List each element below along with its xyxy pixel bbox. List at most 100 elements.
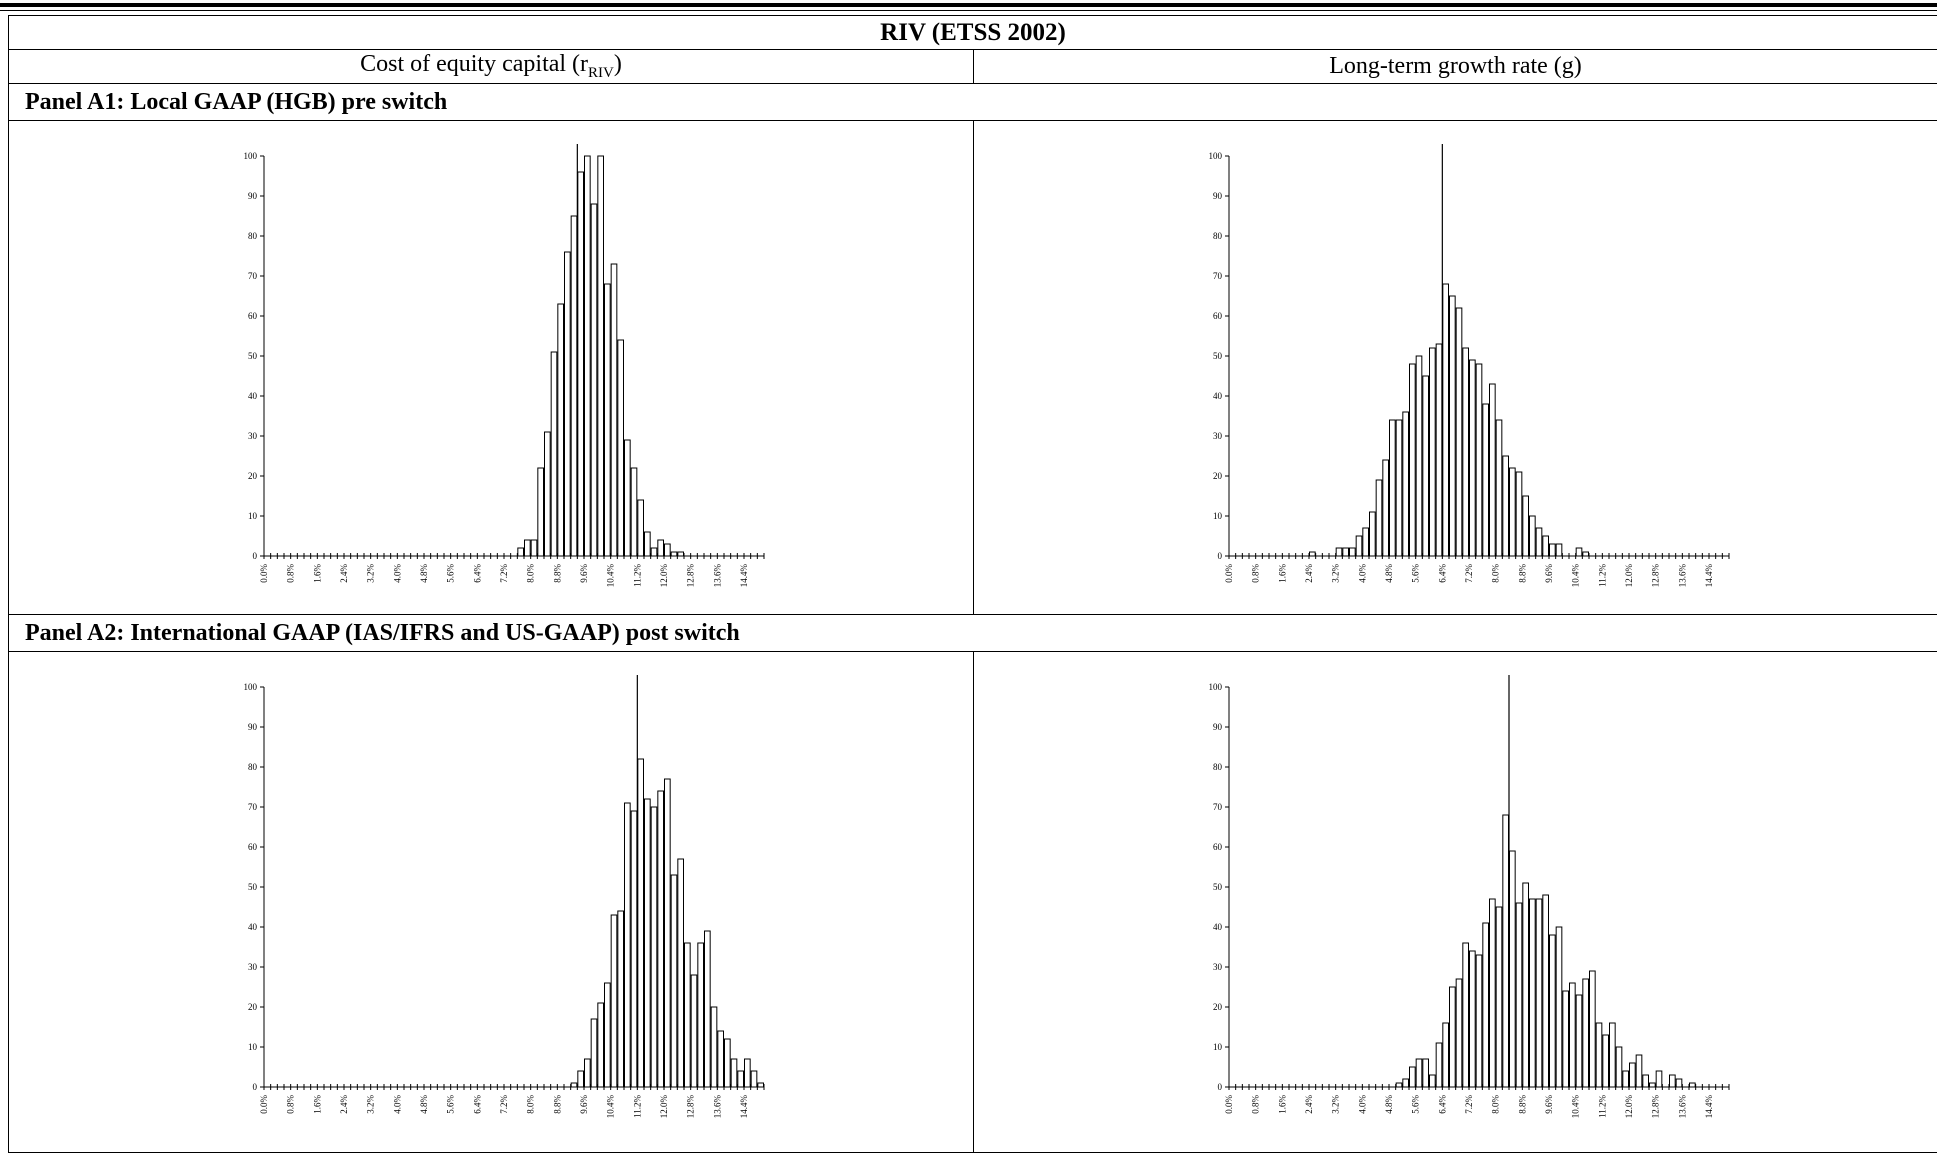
histogram-bar	[1475, 954, 1483, 1088]
x-tick-label: 0.0%	[1224, 564, 1234, 583]
y-tick-label: 30	[1213, 431, 1223, 441]
y-tick-label: 60	[1213, 842, 1223, 852]
histogram-bar	[744, 1058, 751, 1088]
histogram-bar	[1555, 926, 1563, 1088]
x-tick-label: 14.4%	[739, 1095, 749, 1119]
x-tick-label: 4.0%	[392, 1095, 402, 1114]
y-tick-label: 10	[1213, 1042, 1223, 1052]
histogram-bar	[1355, 535, 1363, 557]
y-tick-label: 90	[1213, 722, 1223, 732]
histogram-bar	[1495, 906, 1503, 1088]
histogram-bar	[1422, 1058, 1430, 1088]
x-tick-label: 2.4%	[339, 1095, 349, 1114]
column-header-subscript: RIV	[588, 64, 614, 81]
column-header-close-paren: )	[613, 51, 622, 78]
y-tick-label: 50	[248, 351, 258, 361]
x-tick-label: 11.2%	[1597, 1095, 1607, 1118]
histogram-bar	[1442, 1022, 1450, 1088]
y-tick-label: 100	[1209, 682, 1223, 692]
y-tick-label: 50	[248, 882, 258, 892]
x-tick-label: 5.6%	[1411, 1095, 1421, 1114]
x-tick-label: 12.0%	[659, 1095, 669, 1119]
histogram-bar	[1415, 1058, 1423, 1088]
x-tick-label: 9.6%	[1544, 564, 1554, 583]
results-table: RIV (ETSS 2002) Cost of equity capital (…	[7, 15, 1937, 1153]
histogram-bar	[610, 263, 618, 557]
x-tick-label: 0.0%	[259, 564, 269, 583]
x-tick-label: 8.8%	[1517, 1095, 1527, 1114]
histogram-bar	[1582, 978, 1589, 1088]
y-tick-label: 60	[248, 311, 258, 321]
histogram-bar	[1449, 295, 1456, 557]
histogram-bar	[1389, 419, 1396, 557]
top-double-rule	[0, 3, 1937, 7]
histogram-bar	[1435, 1042, 1443, 1088]
histogram-bar	[1482, 922, 1490, 1088]
histogram-bar	[664, 543, 671, 557]
histogram-bar	[1489, 898, 1496, 1088]
y-tick-label: 10	[1213, 511, 1223, 521]
histogram-bar	[1422, 375, 1430, 557]
x-tick-label: 6.4%	[472, 1095, 482, 1114]
histogram-bar	[657, 790, 664, 1088]
y-tick-label: 50	[1213, 351, 1223, 361]
histogram-bar	[664, 778, 671, 1088]
column-header-growth-rate: Long-term growth rate (g)	[972, 49, 1937, 84]
histogram-bar	[597, 1002, 604, 1088]
x-tick-label: 6.4%	[472, 564, 482, 583]
x-tick-label: 6.4%	[1437, 1095, 1447, 1114]
x-tick-label: 14.4%	[1704, 564, 1714, 588]
histogram-bar	[704, 930, 711, 1088]
x-tick-label: 4.0%	[392, 564, 402, 583]
histogram-bar	[1349, 547, 1356, 557]
histogram-bar	[630, 810, 638, 1088]
y-tick-label: 70	[248, 802, 258, 812]
y-tick-label: 80	[1213, 762, 1223, 772]
histogram-bar	[1402, 411, 1410, 557]
histogram-bar	[750, 1070, 758, 1088]
histogram-bar	[1542, 894, 1549, 1088]
x-tick-label: 4.0%	[1357, 564, 1367, 583]
x-tick-label: 12.0%	[1624, 564, 1634, 588]
histogram-bar	[584, 1058, 591, 1088]
x-tick-label: 3.2%	[1331, 564, 1341, 583]
histogram-bar	[530, 539, 538, 557]
x-tick-label: 4.8%	[1384, 564, 1394, 583]
histogram-bar	[637, 499, 644, 557]
panel-a2-heading: Panel A2: International GAAP (IAS/IFRS a…	[7, 614, 1937, 652]
y-tick-label: 100	[244, 151, 258, 161]
x-tick-label: 3.2%	[1331, 1095, 1341, 1114]
y-tick-label: 40	[248, 391, 258, 401]
histogram-bar	[650, 547, 658, 557]
histogram-bar	[1489, 383, 1496, 557]
x-tick-label: 12.0%	[659, 564, 669, 588]
histogram-bar	[1502, 455, 1509, 557]
histogram-bar	[1482, 403, 1490, 557]
x-tick-label: 9.6%	[579, 564, 589, 583]
chart-cell-a1-r: 0 10 20 30 40 50 60 70 80 90 100 0.0% 0.8% 1.6% 2.4% 3.…	[8, 120, 974, 615]
x-tick-label: 0.8%	[286, 564, 296, 583]
x-tick-label: 2.4%	[339, 564, 349, 583]
histogram-bar	[717, 1030, 724, 1088]
histogram-bar	[1629, 1062, 1636, 1088]
x-tick-label: 5.6%	[1411, 564, 1421, 583]
x-tick-label: 2.4%	[1304, 1095, 1314, 1114]
histogram-bar	[1569, 982, 1576, 1088]
histogram-bar	[657, 539, 664, 557]
x-tick-label: 10.4%	[1571, 1095, 1581, 1119]
histogram-bar	[1429, 1074, 1436, 1088]
histogram-bar	[517, 547, 525, 557]
histogram-bar	[577, 1070, 584, 1088]
x-tick-label: 1.6%	[312, 564, 322, 583]
y-tick-label: 10	[248, 1042, 258, 1052]
x-tick-label: 10.4%	[606, 564, 616, 588]
histogram-bar	[724, 1038, 731, 1088]
x-tick-label: 7.2%	[1464, 1095, 1474, 1114]
y-tick-label: 30	[248, 962, 258, 972]
histogram-bar	[1642, 1074, 1649, 1088]
histogram-a1-g: 0 10 20 30 40 50 60 70 80 90 100 0.0% 0.8% 1.6% 2.4% 3.…	[1209, 144, 1730, 588]
histogram-bar	[1689, 1082, 1696, 1088]
histogram-bar	[624, 802, 631, 1088]
y-tick-label: 90	[1213, 191, 1223, 201]
histogram-bar	[1609, 1022, 1616, 1088]
